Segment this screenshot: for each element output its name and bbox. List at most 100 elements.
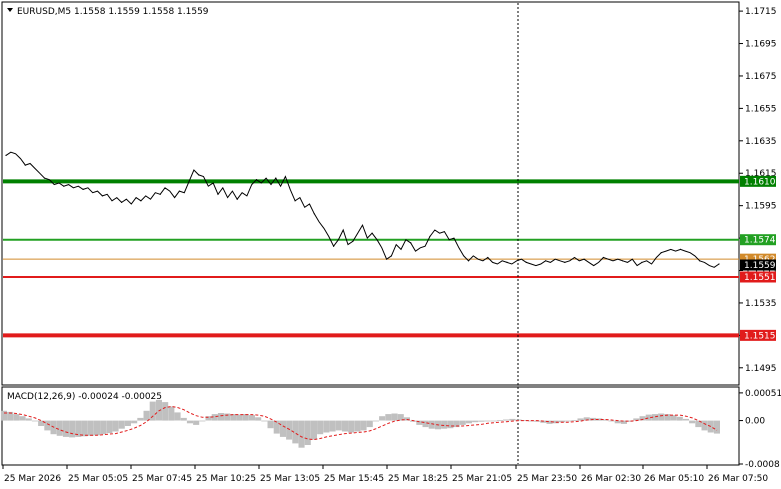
level-price-tag [740, 175, 776, 187]
macd-histogram-bar [81, 420, 88, 437]
macd-histogram-bar [149, 401, 156, 421]
price-layer [3, 3, 739, 464]
macd-histogram-bar [255, 417, 262, 421]
macd-histogram-bar [273, 420, 280, 434]
macd-histogram-bar [19, 416, 26, 421]
macd-histogram-bar [186, 420, 193, 424]
level-price-tag [740, 329, 776, 341]
price-point [294, 200, 296, 202]
macd-histogram-bar [478, 420, 485, 422]
macd-y-tick-label: 0.00051 [745, 389, 781, 399]
macd-histogram-bar [689, 420, 696, 424]
macd-histogram-bar [69, 420, 76, 438]
macd-histogram-bar [447, 420, 454, 429]
y-tick-label: 1.1615 [745, 169, 777, 179]
y-tick-label: 1.1495 [745, 364, 777, 374]
price-point [525, 261, 527, 263]
x-tick-label: 25 Mar 13:05 [260, 474, 320, 484]
price-point [5, 154, 7, 156]
macd-histogram-bar [155, 399, 162, 421]
macd-histogram-bar [317, 420, 324, 435]
x-tick-label: 25 Mar 23:50 [517, 474, 577, 484]
macd-histogram-bar [577, 418, 584, 421]
x-tick-label: 25 Mar 10:25 [196, 474, 256, 484]
macd-histogram-bar [534, 420, 541, 422]
macd-histogram-bar [503, 419, 510, 421]
macd-histogram-bar [310, 420, 317, 440]
price-point [121, 201, 123, 203]
macd-histogram-bar [658, 413, 665, 421]
macd-histogram-bar [205, 416, 212, 421]
macd-histogram-bar [565, 420, 572, 422]
price-point [352, 240, 354, 242]
price-point [699, 260, 701, 262]
macd-histogram-bar [633, 418, 640, 421]
macd-histogram-bar [385, 414, 392, 421]
x-tick-label: 25 Mar 21:05 [452, 474, 512, 484]
level-price-tag [740, 234, 776, 246]
macd-histogram-bar [366, 420, 373, 428]
macd-histogram-bar [571, 420, 578, 421]
x-tick-label: 25 Mar 18:25 [388, 474, 448, 484]
price-point [410, 242, 412, 244]
macd-histogram-bar [596, 418, 603, 421]
y-tick-label: 1.1535 [745, 299, 777, 309]
y-tick-label: 1.1715 [745, 7, 777, 17]
price-point [506, 261, 508, 263]
macd-histogram-bar [664, 414, 671, 421]
macd-histogram-bar [490, 420, 497, 422]
macd-signal-line [4, 405, 718, 441]
macd-histogram-bar [348, 420, 355, 433]
y-tick-label: 1.1655 [745, 104, 777, 114]
current-price-tag [740, 259, 776, 271]
price-point [487, 256, 489, 259]
macd-histogram-bar [428, 420, 435, 429]
macd-histogram-bar [496, 420, 503, 421]
macd-histogram-bar [62, 420, 69, 437]
price-point [24, 164, 26, 166]
macd-histogram-bar [174, 412, 181, 421]
macd-histogram-bar [38, 420, 45, 426]
macd-histogram-bar [354, 420, 361, 432]
price-point [679, 248, 682, 250]
macd-histogram-bar [31, 420, 38, 422]
macd-histogram-bar [627, 420, 634, 422]
macd-histogram-bar [645, 414, 652, 421]
price-point [236, 198, 238, 200]
price-point [429, 235, 431, 238]
macd-histogram-bar [484, 420, 491, 422]
macd-histogram-bar [168, 406, 175, 421]
level-price-tag-label: 1.1610 [744, 177, 776, 187]
price-point [140, 200, 142, 202]
y-tick-label: 1.1635 [745, 137, 777, 147]
macd-histogram-bar [13, 414, 20, 421]
macd-histogram-bar [217, 413, 224, 421]
price-point [255, 179, 258, 181]
x-tick-label: 25 Mar 2026 [4, 474, 61, 484]
level-price-tag [740, 253, 776, 265]
macd-histogram-bar [304, 420, 311, 445]
x-tick-label: 25 Mar 07:45 [132, 474, 192, 484]
macd-histogram-bar [701, 420, 708, 431]
macd-y-tick-label: -0.0008 [745, 460, 780, 470]
macd-histogram-bar [279, 420, 286, 437]
price-point [564, 261, 566, 263]
level-price-tag [740, 271, 776, 283]
price-panel-frame [1, 1, 740, 386]
macd-histogram-bar [583, 417, 590, 421]
y-tick-label: 1.1695 [745, 40, 777, 50]
price-point [101, 195, 103, 197]
macd-histogram-bar [143, 410, 150, 421]
price-series-line [5, 151, 720, 268]
macd-histogram-bar [100, 420, 107, 435]
macd-histogram-bar [372, 420, 379, 422]
price-point [82, 188, 84, 190]
price-point [217, 193, 219, 195]
y-tick-label: 1.1595 [745, 202, 777, 212]
macd-histogram-bar [453, 420, 460, 428]
triangle-down-icon[interactable] [7, 8, 13, 12]
x-tick-label: 26 Mar 02:30 [581, 474, 641, 484]
macd-histogram-bar [87, 420, 94, 436]
